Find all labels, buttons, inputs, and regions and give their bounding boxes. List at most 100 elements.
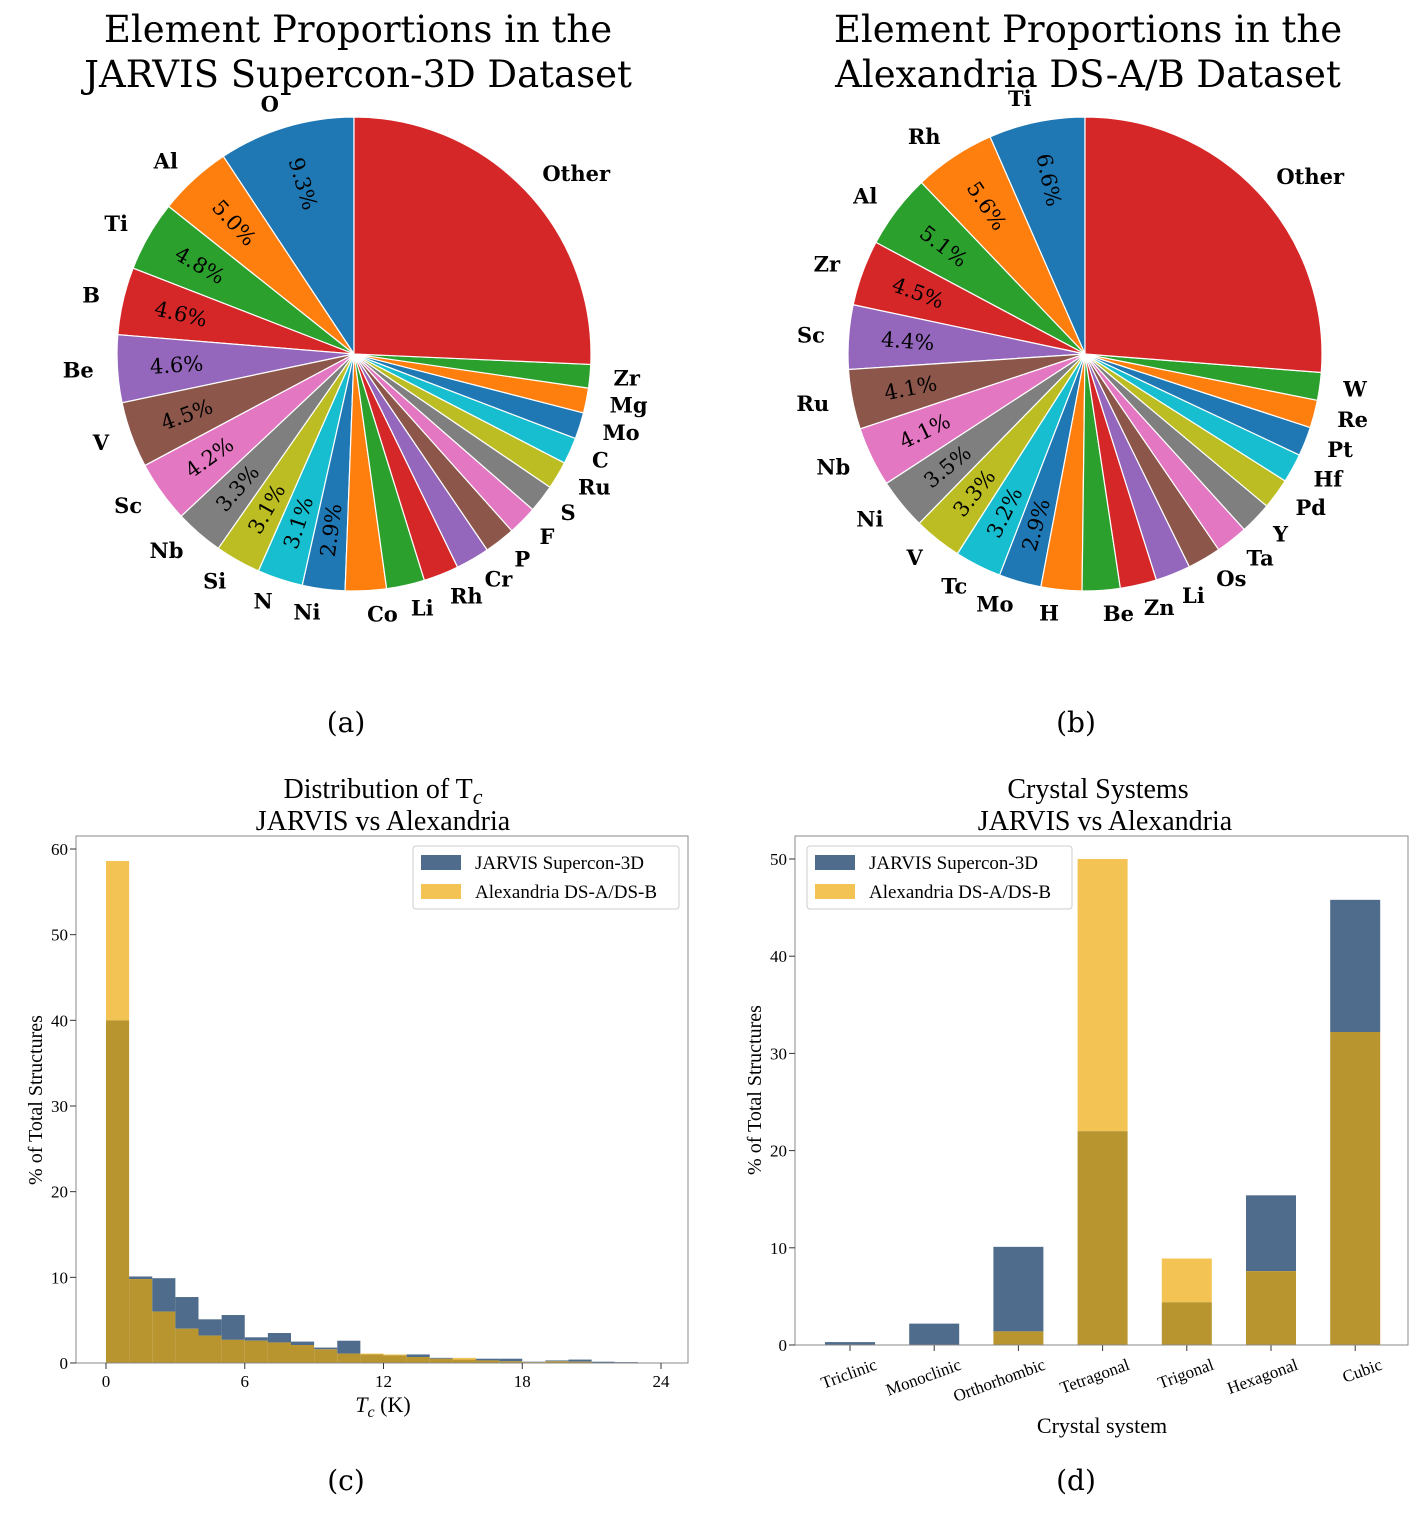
slice-label: C [592, 448, 609, 473]
slice-label: Nb [816, 454, 850, 479]
slice-percent-label: 4.6% [149, 352, 204, 379]
slice-label: Sc [114, 493, 142, 518]
slice-label: Cr [485, 567, 514, 592]
slice-label: Ni [293, 600, 320, 625]
slice-label: Ru [578, 474, 611, 499]
slice-label: Y [1272, 522, 1289, 547]
slice-label: Be [1103, 601, 1134, 626]
chart-title-line2: Alexandria DS-A/B Dataset [834, 53, 1341, 96]
histogram-bar-jarvis [152, 1278, 176, 1312]
histogram-bar-jarvis [476, 1358, 500, 1361]
histogram-bar-alexandria [106, 860, 130, 1021]
panel-label: (a) [327, 706, 366, 739]
slice-label: Tc [941, 574, 967, 599]
histogram-bar-jarvis [175, 1297, 199, 1329]
histogram-bar-jarvis [545, 1360, 569, 1362]
histogram-bar-jarvis [129, 1276, 153, 1280]
category-label: Triclinic [818, 1355, 879, 1393]
slice-label: V [906, 545, 924, 570]
slice-label: Ta [1247, 546, 1275, 571]
x-axis-label-subscript: c [368, 1404, 375, 1421]
slice-percent-label: 4.4% [880, 327, 935, 355]
pie-slice-Other [1084, 116, 1323, 374]
pie-slice-O [222, 116, 355, 356]
histogram-bar-overlap [452, 1359, 476, 1363]
bar-overlap-Trigonal [1161, 1302, 1212, 1345]
histogram-bar-alexandria [360, 1353, 384, 1355]
histogram-bar-jarvis [291, 1341, 315, 1346]
plot-frame [75, 835, 689, 1364]
slice-label: Be [63, 357, 94, 382]
histogram-bar-overlap [198, 1335, 222, 1363]
bar-alexandria-Trigonal [1161, 1258, 1212, 1303]
histogram-bar-overlap [499, 1361, 523, 1363]
histogram-bar-overlap [383, 1355, 407, 1363]
y-tick-label: 10 [770, 1239, 787, 1258]
histogram-bar-overlap [568, 1361, 592, 1363]
title-subscript: c [473, 784, 483, 809]
chart-title-line1: Distribution of Tc [283, 774, 482, 809]
slice-label: Rh [908, 124, 941, 149]
bar-jarvis-Triclinic [825, 1342, 875, 1345]
histogram-bar-overlap [429, 1358, 453, 1363]
slice-label: F [539, 524, 554, 549]
slice-label: Ni [856, 506, 883, 531]
chart-title-line2: JARVIS vs Alexandria [978, 806, 1233, 837]
slice-label: Rh [450, 583, 483, 608]
y-tick-label: 60 [51, 840, 68, 859]
x-axis-label: Tc (K) [355, 1392, 410, 1421]
slice-label: Li [1182, 583, 1205, 608]
histogram-bar-overlap [291, 1345, 315, 1363]
y-tick-label: 30 [770, 1044, 787, 1063]
y-tick-label: 20 [770, 1142, 787, 1161]
histogram-bar-jarvis [244, 1337, 268, 1341]
histogram-bar-jarvis [314, 1347, 338, 1350]
legend-box [412, 845, 680, 910]
histogram-bar-jarvis [221, 1315, 245, 1340]
bar-jarvis-Orthorhombic [993, 1246, 1044, 1332]
bar-overlap-Hexagonal [1246, 1271, 1296, 1345]
histogram-bar-overlap [314, 1349, 338, 1363]
histogram-bar-jarvis [198, 1319, 222, 1336]
slice-label: Pt [1327, 437, 1353, 462]
panel-label: (b) [1056, 706, 1096, 739]
slice-label: Zr [614, 366, 641, 391]
histogram-bar-alexandria [383, 1354, 407, 1356]
slice-label: Si [203, 568, 226, 593]
y-axis-label: % of Total Structures [25, 1015, 47, 1185]
histogram-bar-jarvis [591, 1361, 615, 1363]
legend-swatch-1 [421, 884, 461, 899]
legend-label: JARVIS Supercon-3D [475, 853, 644, 874]
slice-label: Al [852, 183, 877, 208]
y-tick-label: 20 [51, 1183, 68, 1202]
histogram-bar-jarvis [337, 1340, 361, 1354]
histogram-bar-overlap [476, 1360, 500, 1363]
slice-label: Ru [796, 391, 829, 416]
histogram-bar-overlap [337, 1353, 361, 1363]
panel-label: (d) [1056, 1464, 1096, 1497]
x-axis-label: Crystal system [1037, 1413, 1167, 1438]
category-label: Hexagonal [1225, 1355, 1301, 1398]
y-tick-label: 40 [51, 1011, 68, 1030]
slice-label: Mo [602, 420, 639, 445]
bar-alexandria-Tetragonal [1077, 859, 1128, 1132]
histogram-bar-overlap [267, 1342, 291, 1363]
slice-label: Mg [610, 392, 648, 417]
y-axis-label: % of Total Structures [744, 1005, 766, 1175]
slice-label: N [253, 589, 272, 614]
slice-label: Li [411, 595, 434, 620]
histogram-bar-jarvis [568, 1359, 592, 1362]
bar-overlap-Tetragonal [1077, 1131, 1128, 1345]
histogram-bar-overlap [244, 1340, 268, 1363]
histogram-bar-overlap [360, 1354, 384, 1363]
slice-label: Hf [1313, 467, 1344, 492]
x-axis-label-unit: (K) [375, 1392, 411, 1417]
histogram-bar-overlap [129, 1279, 153, 1363]
chart-title-line1: Element Proportions in the [834, 8, 1342, 51]
histogram-bar-jarvis [499, 1358, 523, 1362]
slice-label: Zn [1144, 595, 1175, 620]
histogram-bar-overlap [152, 1311, 176, 1363]
slice-label: S [560, 500, 575, 525]
bar-jarvis-Cubic [1330, 899, 1381, 1033]
